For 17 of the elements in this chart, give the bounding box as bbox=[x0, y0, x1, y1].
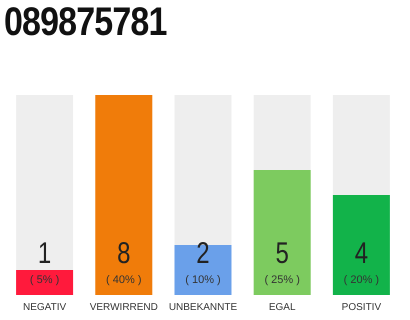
chart-title: 089875781 bbox=[4, 0, 167, 45]
bar bbox=[16, 270, 74, 295]
annotation: ( 25% ) bbox=[264, 274, 300, 286]
data-label: 8 bbox=[117, 235, 130, 270]
annotation: ( 40% ) bbox=[106, 274, 142, 286]
x-tick-label: VERWIRREND bbox=[90, 302, 158, 314]
annotation: ( 20% ) bbox=[344, 274, 380, 286]
x-tick-label: POSITIV bbox=[342, 302, 382, 314]
x-tick-label: NEGATIV bbox=[23, 302, 67, 314]
x-tick-label: EGAL bbox=[268, 302, 296, 314]
data-label: 4 bbox=[354, 235, 368, 270]
data-label: 5 bbox=[276, 235, 289, 270]
data-label: 2 bbox=[196, 235, 210, 270]
annotation: ( 5% ) bbox=[30, 274, 60, 286]
annotation: ( 10% ) bbox=[185, 274, 221, 286]
data-label: 1 bbox=[38, 235, 52, 270]
x-tick-label: UNBEKANNTE bbox=[168, 302, 238, 314]
